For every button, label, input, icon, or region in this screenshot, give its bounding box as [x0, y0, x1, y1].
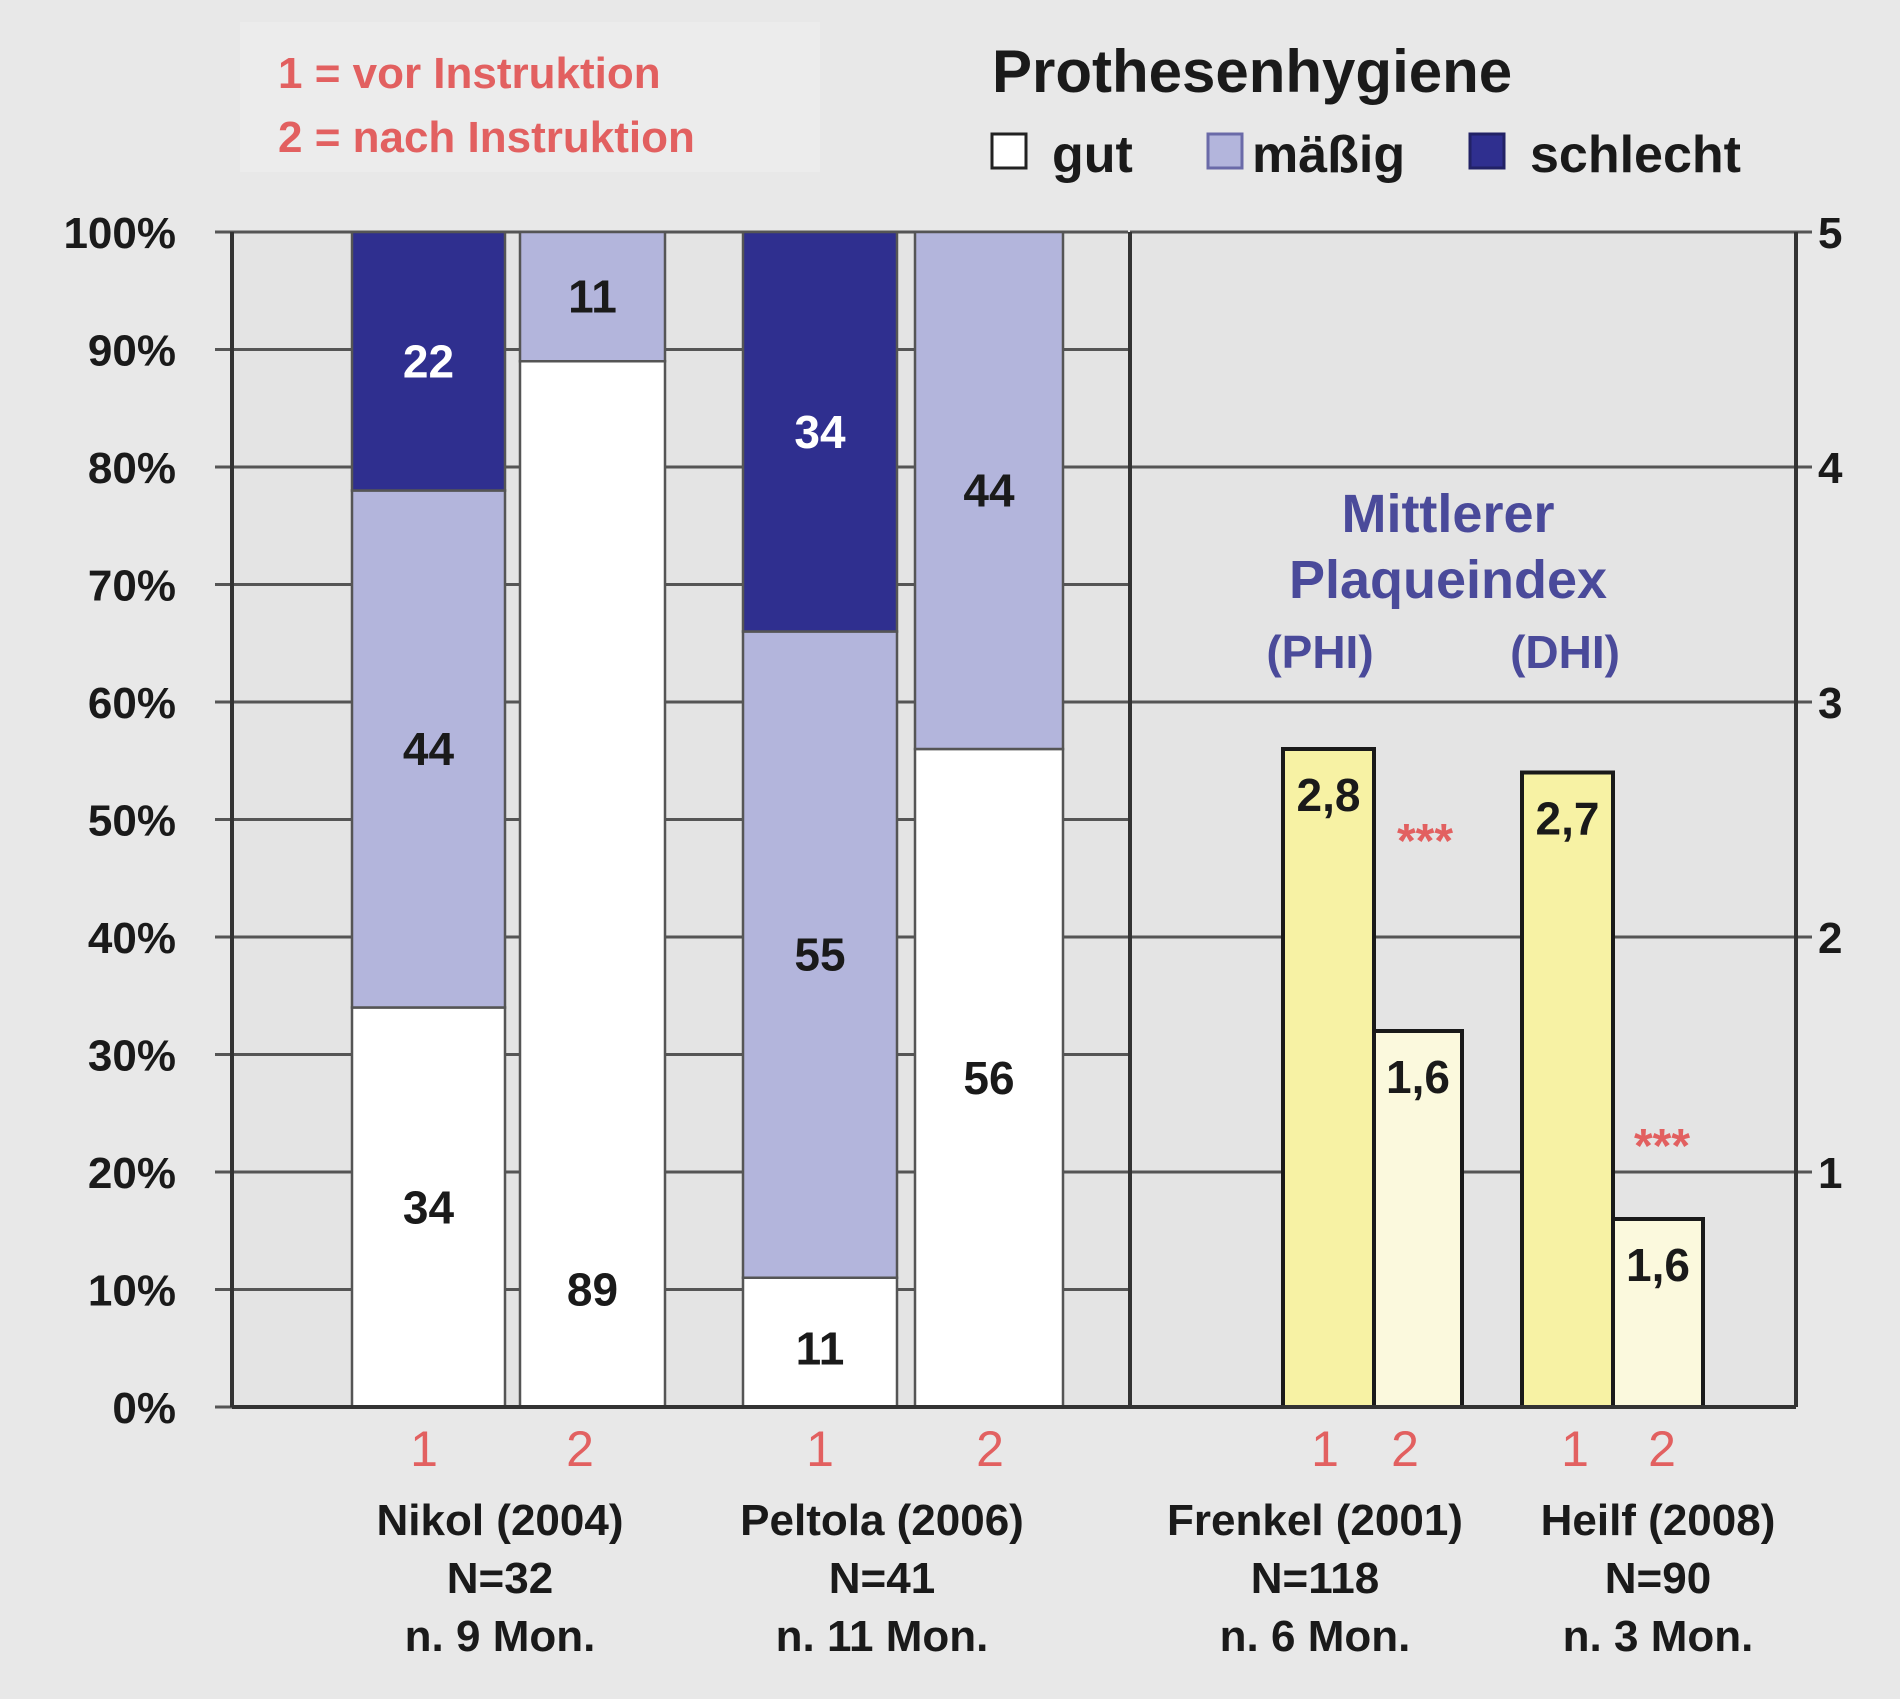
legend-label-schlecht: schlecht — [1530, 126, 1741, 184]
note-line-1: 1 = vor Instruktion — [278, 49, 661, 98]
group-period-label: n. 6 Mon. — [1220, 1612, 1411, 1661]
stacked-percentage-plot: 0% 10% 20% 30% 40% 50% 60% 70% 80% 90% 100% 34 44 22… — [63, 209, 1128, 1433]
right-tick-label: 1 — [1818, 1149, 1842, 1198]
group-n-label: N=32 — [447, 1554, 553, 1603]
axis-lines — [230, 232, 1798, 1409]
bar-segment-maessig — [913, 230, 1065, 751]
bar-segment-schlecht — [350, 230, 507, 492]
bar-data-label: 56 — [963, 1052, 1014, 1104]
right-tick-label: 4 — [1818, 444, 1843, 493]
bar-data-label: 11 — [568, 271, 617, 323]
left-tick-label: 20% — [88, 1149, 176, 1198]
chart-title: Prothesenhygiene — [992, 38, 1512, 105]
bar-segment-schlecht — [741, 230, 899, 633]
right-y-axis-ticks: 1 2 3 4 5 — [1796, 209, 1843, 1198]
group-n-label: N=118 — [1251, 1554, 1379, 1603]
note-box-background — [240, 22, 820, 172]
legend-label-gut: gut — [1052, 126, 1133, 184]
legend: gut mäßig schlecht — [990, 126, 1741, 184]
bar-data-label: 11 — [796, 1322, 845, 1374]
legend-swatch-schlecht — [1468, 132, 1506, 170]
left-tick-label: 10% — [88, 1267, 176, 1316]
left-tick-label: 30% — [88, 1032, 176, 1081]
bar-data-label: 89 — [567, 1264, 618, 1316]
category-number: 2 — [976, 1421, 1004, 1477]
right-tick-label: 3 — [1818, 679, 1842, 728]
bar-data-label: 22 — [403, 335, 454, 387]
bar-data-label: 55 — [794, 929, 845, 981]
left-tick-label: 70% — [88, 562, 176, 611]
group-study-label: Peltola (2006) — [740, 1496, 1024, 1545]
legend-swatch-gut — [990, 132, 1028, 170]
right-tick-label: 5 — [1818, 209, 1842, 258]
bar-data-label: 44 — [963, 465, 1015, 517]
plaque-bar — [1372, 1029, 1464, 1409]
group-study-label: Heilf (2008) — [1541, 1496, 1776, 1545]
index-title-line-1: Mittlerer — [1341, 484, 1554, 544]
bar-segment-maessig — [741, 630, 899, 1279]
group-study-label: Frenkel (2001) — [1167, 1496, 1463, 1545]
group-n-label: N=41 — [829, 1554, 935, 1603]
group-period-label: n. 11 Mon. — [776, 1612, 989, 1661]
plaque-bar-label: 2,8 — [1297, 769, 1361, 821]
note-line-2: 2 = nach Instruktion — [278, 113, 695, 162]
plaque-bar-label: 2,7 — [1536, 793, 1600, 845]
category-number: 1 — [1311, 1421, 1339, 1477]
category-number: 2 — [1648, 1421, 1676, 1477]
significance-marker: *** — [1397, 815, 1453, 868]
right-tick-label: 2 — [1818, 914, 1842, 963]
bar-segment-gut — [350, 1006, 507, 1409]
index-label-phi: (PHI) — [1266, 626, 1373, 678]
group-period-label: n. 9 Mon. — [405, 1612, 596, 1661]
legend-swatch-maessig — [1206, 132, 1244, 170]
category-number: 1 — [806, 1421, 834, 1477]
bar-segment-gut — [741, 1276, 899, 1409]
category-number: 1 — [410, 1421, 438, 1477]
category-number: 1 — [1561, 1421, 1589, 1477]
left-tick-label: 50% — [88, 797, 176, 846]
left-tick-label: 100% — [63, 209, 176, 258]
bar-segment-maessig — [350, 489, 507, 1009]
index-label-dhi: (DHI) — [1510, 626, 1620, 678]
bar-data-label: 34 — [794, 406, 846, 458]
plaque-bar-label: 1,6 — [1386, 1051, 1450, 1103]
right-gridlines — [1070, 230, 1796, 1174]
right-bars: 2,8 1,6 *** 2,7 1,6 *** — [1281, 747, 1705, 1409]
legend-label-maessig: mäßig — [1252, 126, 1405, 184]
bar-segment-gut — [518, 360, 667, 1409]
bar-data-label: 34 — [403, 1181, 455, 1233]
left-tick-label: 0% — [112, 1384, 176, 1433]
bar-data-label: 44 — [403, 723, 455, 775]
group-n-label: N=90 — [1605, 1554, 1711, 1603]
plaque-bar — [1281, 747, 1376, 1409]
plaque-bar — [1520, 770, 1615, 1409]
group-labels: Nikol (2004) N=32 n. 9 Mon. Peltola (2006) N… — [377, 1496, 1776, 1661]
note-box: 1 = vor Instruktion 2 = nach Instruktion — [240, 22, 820, 172]
bar-segment-gut — [913, 747, 1065, 1409]
category-number: 2 — [1391, 1421, 1419, 1477]
left-tick-label: 40% — [88, 914, 176, 963]
significance-marker: *** — [1634, 1120, 1690, 1173]
left-y-axis-ticks: 0% 10% 20% 30% 40% 50% 60% 70% 80% 90% 100% — [63, 209, 232, 1433]
category-number: 2 — [566, 1421, 594, 1477]
left-tick-label: 90% — [88, 327, 176, 376]
left-bars: 34 44 22 89 11 11 55 34 56 44 — [350, 230, 1065, 1409]
left-tick-label: 80% — [88, 444, 176, 493]
bar-segment-maessig — [518, 230, 667, 363]
group-study-label: Nikol (2004) — [377, 1496, 624, 1545]
index-title-line-2: Plaqueindex — [1289, 550, 1607, 610]
plaque-bar-label: 1,6 — [1626, 1239, 1690, 1291]
left-tick-label: 60% — [88, 679, 176, 728]
group-period-label: n. 3 Mon. — [1563, 1612, 1754, 1661]
